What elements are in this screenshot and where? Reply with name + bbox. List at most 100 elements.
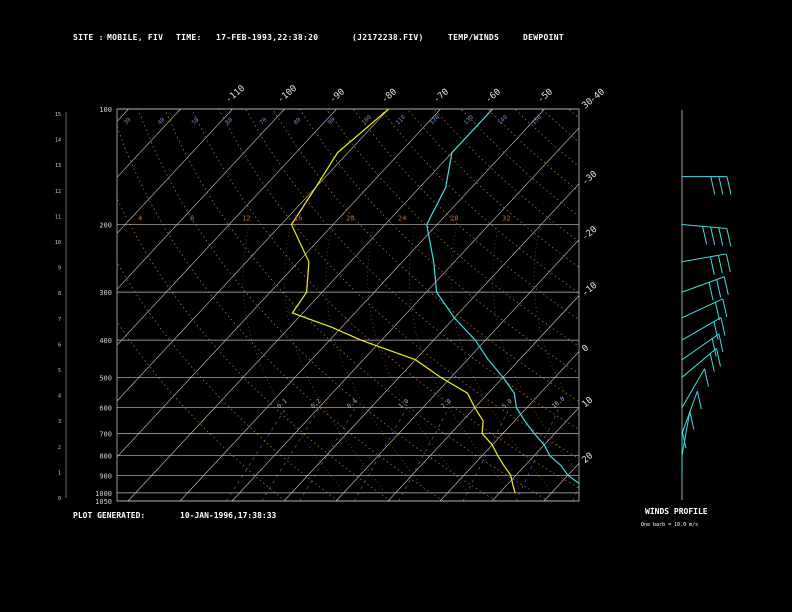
wind-barb xyxy=(681,298,728,321)
isotherm-line xyxy=(648,109,792,501)
isotherm-line xyxy=(439,351,579,501)
height-tick-label: 3 xyxy=(58,419,61,425)
dry-adiabat-line xyxy=(117,197,391,501)
dewpoint-line xyxy=(290,109,516,494)
wind-barb xyxy=(681,390,702,434)
file-name: (J2172238.FIV) xyxy=(352,33,424,42)
height-tick-label: 1 xyxy=(58,470,61,476)
time-label: TIME: xyxy=(176,33,202,42)
height-tick-label: 4 xyxy=(58,394,61,400)
dry-adiabat-line xyxy=(218,109,579,460)
plot-generated-value: 10-JAN-1996,17:38:33 xyxy=(180,511,277,520)
mixing-ratio-line xyxy=(398,407,450,501)
temp-right-label: -30 xyxy=(581,169,600,187)
moist-adiabat-label: 20 xyxy=(346,215,354,223)
moist-adiabat-line xyxy=(367,224,469,494)
dry-adiabat-label: 120 xyxy=(428,114,441,127)
mixing-ratio-line xyxy=(515,407,560,501)
isotherm-line xyxy=(543,462,579,501)
dry-adiabat-line xyxy=(379,109,579,294)
height-tick-label: 2 xyxy=(58,445,61,451)
time-value: 17-FEB-1993,22:38:20 xyxy=(216,33,319,42)
mixing-ratio-line xyxy=(261,407,320,501)
wind-barb xyxy=(682,176,732,195)
pressure-tick-label: 200 xyxy=(99,222,112,230)
wind-barb xyxy=(681,411,695,456)
temp-top-label: -80 xyxy=(380,87,399,105)
pressure-tick-label: 800 xyxy=(99,453,112,461)
isotherm-line xyxy=(179,109,545,501)
mixing-ratio-line xyxy=(225,407,287,501)
isotherm-line xyxy=(127,109,493,501)
wind-barb xyxy=(681,253,731,275)
isotherm-line xyxy=(335,239,579,501)
pressure-tick-label: 400 xyxy=(99,337,112,345)
dry-adiabat-label: 70 xyxy=(258,116,268,126)
pressure-tick-label: 700 xyxy=(99,430,112,438)
dry-adiabat-line xyxy=(460,109,579,217)
dry-adiabat-line xyxy=(649,109,792,501)
temp-right-label: 0 xyxy=(581,343,592,354)
isotherm-line xyxy=(283,183,579,501)
dry-adiabat-label: 150 xyxy=(530,114,543,127)
isotherm-line xyxy=(700,109,792,501)
wind-barb xyxy=(681,276,729,301)
isotherm-line xyxy=(0,109,77,501)
dry-adiabat-line xyxy=(487,109,579,192)
pressure-tick-label: 600 xyxy=(99,405,112,413)
height-tick-label: 6 xyxy=(58,342,61,348)
temp-top-label: -60 xyxy=(484,87,503,105)
pressure-tick-label: 100 xyxy=(99,106,112,114)
moist-adiabat-label: 16 xyxy=(294,215,302,223)
legend-temp: TEMP/WINDS xyxy=(448,33,500,42)
dry-adiabat-line xyxy=(595,109,792,501)
dry-adiabat-line xyxy=(568,109,579,119)
mixing-ratio-label: 5.0 xyxy=(501,397,514,410)
plot-frame xyxy=(116,108,580,502)
plot-generated-label: PLOT GENERATED: xyxy=(73,511,146,520)
temp-top-label: -100 xyxy=(276,84,299,106)
dry-adiabat-line xyxy=(137,109,497,501)
mixing-ratio-line xyxy=(462,407,510,501)
height-tick-label: 0 xyxy=(58,496,61,502)
temp-right-label: -20 xyxy=(581,225,600,243)
isotherm-line xyxy=(387,295,579,501)
wind-barb xyxy=(681,348,721,378)
moist-adiabat-label: 32 xyxy=(502,215,510,223)
moist-adiabat-line xyxy=(450,224,552,494)
temp-top-label: -90 xyxy=(328,87,347,105)
dry-adiabat-label: 30 xyxy=(122,116,132,126)
wind-barb xyxy=(681,430,687,476)
temp-top-label: -50 xyxy=(536,87,555,105)
winds-profile-note: One barb = 10.0 m/s xyxy=(641,522,699,528)
height-tick-label: 13 xyxy=(55,163,61,169)
moist-adiabat-line xyxy=(408,224,511,494)
isotherm-line xyxy=(117,109,233,234)
dry-adiabat-line xyxy=(117,261,339,501)
height-tick-label: 7 xyxy=(58,317,61,323)
moist-adiabat-label: 8 xyxy=(190,215,194,223)
dry-adiabat-line xyxy=(406,109,579,268)
dry-adiabat-line xyxy=(325,109,579,347)
temp-right-label: 10 xyxy=(581,395,596,410)
moist-adiabat-line xyxy=(492,224,579,475)
isotherm-line xyxy=(752,109,792,501)
temp-top-label: -70 xyxy=(432,87,451,105)
mixing-ratio-label: 0.2 xyxy=(310,397,323,410)
height-tick-label: 14 xyxy=(55,138,61,144)
height-tick-label: 5 xyxy=(58,368,61,374)
pressure-tick-label: 500 xyxy=(99,374,112,382)
moist-adiabat-line xyxy=(533,224,579,417)
isotherm-line xyxy=(491,407,579,501)
dry-adiabat-line xyxy=(514,109,579,168)
dry-adiabat-label: 80 xyxy=(292,116,302,126)
mixing-ratio-label: 0.1 xyxy=(276,397,289,410)
pressure-tick-label: 1000 xyxy=(95,490,112,498)
dry-adiabat-line xyxy=(433,109,579,243)
dry-adiabat-line xyxy=(272,109,579,402)
dry-adiabat-line xyxy=(622,109,792,501)
dry-adiabat-label: 90 xyxy=(326,116,336,126)
isotherm-line xyxy=(117,109,337,346)
winds-profile-title: WINDS PROFILE xyxy=(645,507,708,516)
mixing-ratio-label: 0.4 xyxy=(346,397,359,410)
